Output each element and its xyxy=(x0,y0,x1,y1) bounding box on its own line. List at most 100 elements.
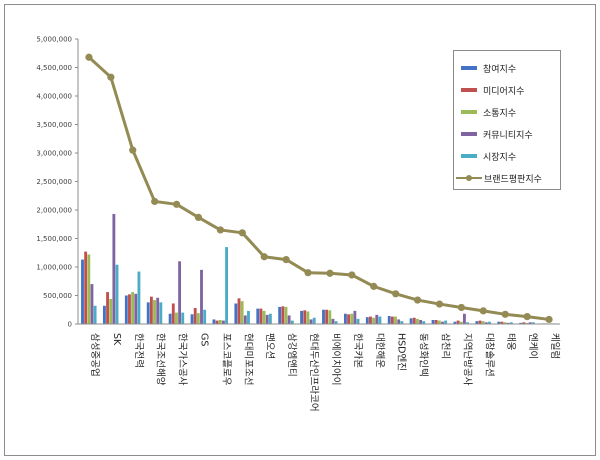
y-tick-label: 2,000,000 xyxy=(36,207,72,215)
bar-1-12 xyxy=(347,314,350,324)
legend-swatch xyxy=(461,66,477,70)
bar-2-3 xyxy=(153,300,156,324)
bar-1-18 xyxy=(478,320,482,324)
bar-3-2 xyxy=(134,293,138,324)
bar-1-14 xyxy=(390,316,394,324)
legend-item-series-1: 미디어지수 xyxy=(454,79,560,101)
bar-2-9 xyxy=(284,306,288,324)
bar-3-16 xyxy=(441,321,444,324)
x-tick-label: 한국조선해양 xyxy=(155,333,167,386)
bar-4-13 xyxy=(378,316,382,324)
x-tick-label: 삼성중공업 xyxy=(89,333,101,377)
bar-2-1 xyxy=(109,298,113,324)
bar-0-0 xyxy=(81,259,84,324)
bar-3-1 xyxy=(112,213,116,324)
bar-0-11 xyxy=(322,309,325,324)
bar-2-16 xyxy=(437,320,441,324)
legend-label: 소통지수 xyxy=(483,108,517,119)
y-tick-label: 2,500,000 xyxy=(36,178,72,186)
line-point-10 xyxy=(304,269,312,277)
bar-4-3 xyxy=(159,302,163,324)
x-tick-label: 동성화인텍 xyxy=(418,333,429,377)
legend-item-series-4: 시장지수 xyxy=(454,145,560,167)
bar-4-2 xyxy=(137,271,141,324)
x-tick-label: 대창솔루션 xyxy=(483,333,494,377)
bar-2-6 xyxy=(218,320,222,324)
y-tick-label: 0 xyxy=(68,321,72,329)
legend-label: 미디어지수 xyxy=(483,86,525,97)
bar-1-16 xyxy=(434,320,438,324)
y-tick-label: 5,000,000 xyxy=(36,36,72,44)
bar-4-12 xyxy=(356,318,360,324)
bar-2-0 xyxy=(87,254,91,324)
bar-0-2 xyxy=(124,295,128,324)
bar-0-9 xyxy=(278,306,282,324)
legend-swatch xyxy=(461,88,477,92)
bar-3-9 xyxy=(287,315,291,324)
line-point-20 xyxy=(523,312,531,321)
bar-2-18 xyxy=(481,321,485,324)
x-axis: 삼성중공업 SK 한국전력 한국조선해양 한국가스공사 GS 포스코플로우 현대미포조선 팬오션… xyxy=(78,323,561,412)
line-point-9 xyxy=(282,255,290,264)
y-axis: 0 500,000 1,000,000 1,500,000 2,000,000 2,500… xyxy=(36,36,79,329)
x-tick-label: 지역난방공사 xyxy=(461,333,472,386)
line-point-2 xyxy=(129,146,137,154)
bar-2-14 xyxy=(394,316,397,324)
bar-3-17 xyxy=(462,313,466,324)
bar-1-7 xyxy=(237,298,241,324)
bar-1-11 xyxy=(325,309,329,324)
bar-0-12 xyxy=(343,313,347,324)
bar-0-16 xyxy=(431,320,435,324)
bar-4-19 xyxy=(509,322,513,324)
bar-2-19 xyxy=(503,322,507,324)
bar-0-1 xyxy=(102,305,106,324)
bar-3-20 xyxy=(528,322,532,324)
bar-4-16 xyxy=(444,320,448,324)
x-tick-label: 삼강엠앤티 xyxy=(286,333,298,377)
bar-3-5 xyxy=(200,269,203,324)
chart-legend: 참여지수 미디어지수 소통지수 커뮤니티지수 시장지수 브랜드평판지수 xyxy=(453,50,561,190)
line-point-21 xyxy=(545,315,553,324)
legend-line-dot xyxy=(466,175,472,181)
legend-swatch xyxy=(461,154,477,158)
legend-swatch xyxy=(461,132,477,136)
bar-0-5 xyxy=(190,314,194,324)
x-tick-label: 한국카본 xyxy=(352,333,363,368)
line-point-7 xyxy=(238,229,246,237)
bar-2-8 xyxy=(262,310,266,324)
bar-1-15 xyxy=(412,317,416,324)
x-tick-label: 팬오션 xyxy=(264,333,275,359)
bar-4-20 xyxy=(531,322,535,324)
x-tick-label: 현대두산인프라코어 xyxy=(308,333,319,412)
legend-label: 커뮤니티지수 xyxy=(483,130,533,141)
bar-0-14 xyxy=(387,316,391,324)
bar-2-13 xyxy=(372,317,376,324)
bar-4-4 xyxy=(181,312,185,324)
bar-1-10 xyxy=(303,310,307,324)
bar-0-18 xyxy=(475,321,479,324)
bar-4-10 xyxy=(312,317,316,324)
line-series-group xyxy=(85,53,553,324)
bar-1-13 xyxy=(369,316,372,324)
x-tick-label: HSD엔진 xyxy=(396,333,407,371)
bar-2-17 xyxy=(459,321,463,324)
legend-item-series-0: 참여지수 xyxy=(454,57,560,79)
bar-4-7 xyxy=(247,310,250,324)
legend-item-series-3: 커뮤니티지수 xyxy=(454,123,560,145)
bar-0-17 xyxy=(453,321,457,324)
bar-1-2 xyxy=(128,294,131,324)
bar-4-9 xyxy=(290,320,294,324)
bar-4-17 xyxy=(466,322,469,324)
bar-1-8 xyxy=(259,308,263,324)
bar-3-15 xyxy=(419,320,423,324)
x-tick-label: 포스코플로우 xyxy=(220,333,231,386)
y-tick-label: 3,500,000 xyxy=(36,121,72,129)
legend-swatch xyxy=(461,110,477,114)
bar-0-15 xyxy=(409,318,413,324)
line-point-19 xyxy=(501,310,509,318)
bar-1-0 xyxy=(84,251,88,324)
x-tick-label: 한국전력 xyxy=(133,333,145,368)
line-point-16 xyxy=(435,300,444,308)
y-tick-label: 500,000 xyxy=(43,292,72,300)
